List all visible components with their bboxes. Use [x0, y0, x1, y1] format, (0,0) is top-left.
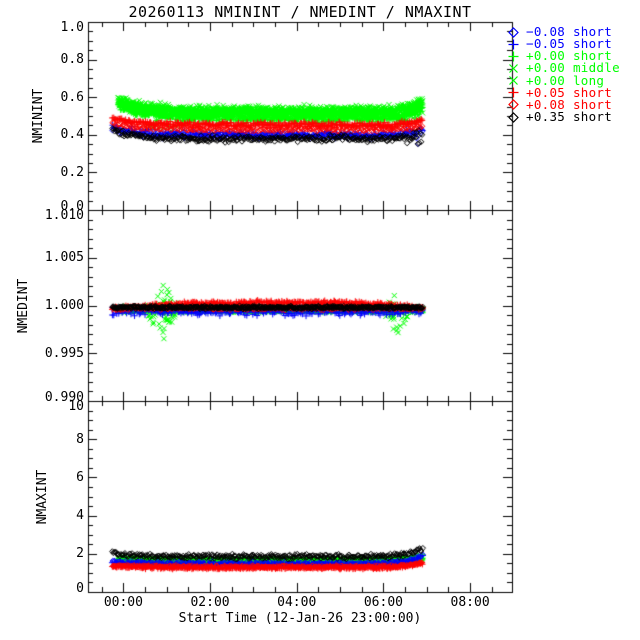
- plus-marker-icon: [508, 51, 519, 62]
- x-marker-icon: [509, 76, 518, 86]
- x-marker-icon: [509, 64, 518, 73]
- y-tick-label: 0.6: [60, 89, 84, 105]
- y-tick-label: 8: [76, 431, 84, 447]
- y-axis-label-nmedint: NMEDINT: [16, 278, 31, 333]
- chart-title: 20260113 NMININT / NMEDINT / NMAXINT: [128, 3, 472, 21]
- y-tick-label: 1.000: [44, 298, 84, 313]
- legend-item: −0.05 short: [506, 36, 620, 52]
- legend-item: +0.08 short: [506, 96, 620, 112]
- x-tick-label: 04:00: [277, 595, 317, 610]
- legend-item-label: −0.05 short: [526, 36, 613, 52]
- legend: −0.08 short −0.05 short +0.00 short +0.00 m…: [506, 24, 620, 125]
- y-tick-label: 1.0: [60, 19, 84, 35]
- y-tick-label: 0.995: [44, 345, 84, 361]
- y-tick-label: 0.8: [60, 52, 84, 68]
- y-tick-label: 0.2: [60, 164, 84, 180]
- legend-item: +0.35 short: [506, 109, 620, 125]
- legend-item: +0.00 long: [506, 72, 620, 88]
- diamond-marker-icon: [508, 99, 519, 111]
- diamond-marker-icon: [508, 26, 519, 38]
- legend-item-label: +0.00 middle: [526, 60, 620, 76]
- y-tick-label: 10: [68, 398, 84, 414]
- y-tick-label: 2: [76, 546, 84, 562]
- y-tick-label: 1.005: [44, 250, 84, 266]
- x-tick-label: 02:00: [190, 595, 230, 610]
- x-tick-label: 00:00: [103, 595, 143, 610]
- legend-item-label: −0.08 short: [526, 24, 613, 40]
- y-axis-label-nminint: NMININT: [31, 88, 46, 144]
- y-tick-label: 0.990: [44, 389, 84, 405]
- x-tick-label: 08:00: [450, 595, 490, 610]
- legend-item-label: +0.08 short: [526, 96, 613, 112]
- legend-item-label: +0.35 short: [526, 109, 613, 125]
- x-axis-label: Start Time (12-Jan-26 23:00:00): [178, 611, 422, 626]
- legend-item-label: +0.05 short: [526, 84, 613, 100]
- plus-marker-icon: [508, 39, 519, 50]
- legend-item: +0.00 middle: [506, 62, 620, 74]
- y-tick-label: 0: [76, 580, 84, 596]
- plus-marker-icon: [508, 87, 519, 98]
- diamond-marker-icon: [508, 111, 519, 123]
- y-axis-label-nmaxint: NMAXINT: [35, 469, 50, 524]
- y-tick-label: 4: [76, 508, 84, 524]
- legend-item: −0.08 short: [506, 24, 620, 40]
- legend-item-label: +0.00 short: [526, 48, 613, 64]
- y-tick-label: 6: [76, 469, 84, 485]
- legend-item: +0.00 short: [506, 50, 620, 62]
- y-tick-label: 0.4: [60, 127, 84, 143]
- x-tick-label: 06:00: [363, 595, 403, 610]
- y-tick-label: 0.0: [60, 198, 84, 214]
- y-tick-label: 1.010: [44, 207, 84, 223]
- legend-item-label: +0.00 long: [526, 72, 605, 88]
- legend-item: +0.05 short: [506, 84, 620, 100]
